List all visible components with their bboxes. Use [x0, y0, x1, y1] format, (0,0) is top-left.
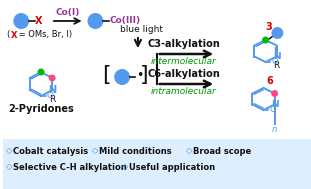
- Circle shape: [271, 90, 278, 97]
- Text: 3: 3: [265, 22, 272, 32]
- Text: O: O: [269, 105, 276, 115]
- Text: ◇: ◇: [7, 163, 13, 171]
- Circle shape: [87, 13, 103, 29]
- Text: ◇: ◇: [7, 146, 13, 156]
- Text: (: (: [7, 30, 10, 40]
- Text: C3-alkylation: C3-alkylation: [147, 39, 220, 49]
- Circle shape: [49, 74, 56, 81]
- Text: O: O: [46, 91, 53, 101]
- Circle shape: [38, 68, 44, 75]
- Text: X: X: [10, 30, 17, 40]
- Text: Broad scope: Broad scope: [193, 146, 252, 156]
- Text: [: [: [102, 65, 111, 85]
- Text: N: N: [271, 100, 278, 109]
- Text: intramolecular: intramolecular: [151, 87, 216, 96]
- Circle shape: [114, 69, 130, 85]
- Circle shape: [272, 27, 283, 39]
- Text: $n$: $n$: [271, 125, 278, 133]
- Text: Selective C-H alkylation: Selective C-H alkylation: [13, 163, 127, 171]
- Text: ◇: ◇: [92, 146, 99, 156]
- Text: C6-alkylation: C6-alkylation: [147, 69, 220, 79]
- Text: Useful application: Useful application: [129, 163, 215, 171]
- Circle shape: [262, 36, 269, 43]
- Text: Co(I): Co(I): [56, 8, 80, 17]
- Text: X: X: [35, 16, 43, 26]
- Text: O: O: [271, 57, 278, 67]
- Text: R: R: [49, 94, 55, 104]
- Text: 6: 6: [266, 77, 273, 87]
- Text: Mild conditions: Mild conditions: [99, 146, 172, 156]
- Text: •: •: [136, 68, 143, 81]
- FancyBboxPatch shape: [3, 139, 311, 189]
- Text: ]: ]: [140, 65, 148, 85]
- Text: intermolecular: intermolecular: [151, 57, 216, 66]
- Text: = OMs, Br, I): = OMs, Br, I): [16, 30, 72, 40]
- Text: 2-Pyridones: 2-Pyridones: [8, 104, 74, 114]
- Circle shape: [13, 13, 29, 29]
- Text: ◇: ◇: [186, 146, 193, 156]
- Text: ◇: ◇: [122, 163, 129, 171]
- Text: Co(III): Co(III): [109, 16, 140, 26]
- Text: N: N: [48, 85, 56, 95]
- Text: N: N: [273, 52, 281, 61]
- Text: Cobalt catalysis: Cobalt catalysis: [13, 146, 88, 156]
- Text: R: R: [273, 61, 280, 70]
- Text: blue light: blue light: [120, 25, 163, 33]
